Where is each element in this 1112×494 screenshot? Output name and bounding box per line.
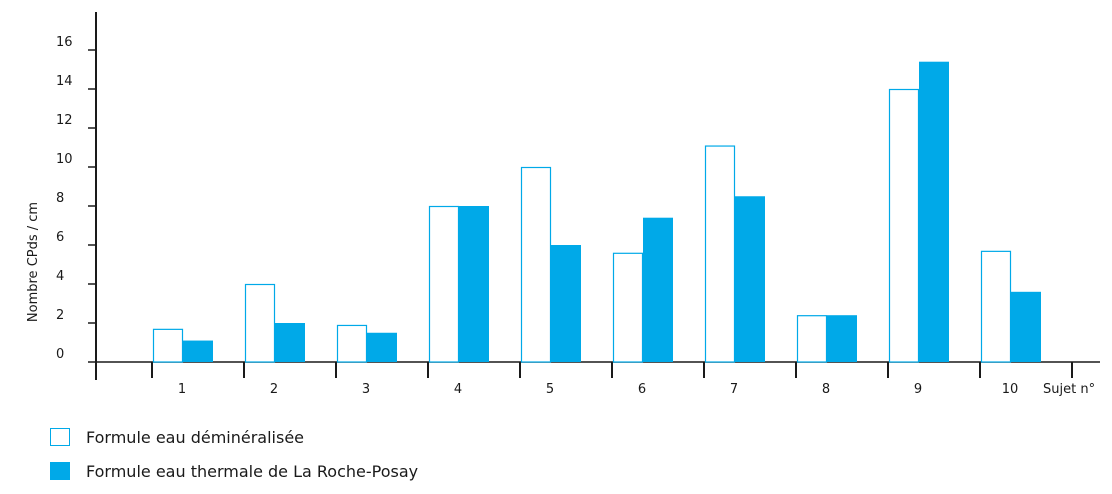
x-tick-label: 7 (730, 382, 738, 397)
x-tick-label: 9 (914, 382, 922, 397)
y-tick-label: 6 (56, 230, 64, 245)
bar-thermal (643, 217, 673, 362)
bar-thermal (827, 315, 857, 362)
bar-thermal (367, 332, 397, 362)
legend-label: Formule eau thermale de La Roche-Posay (86, 461, 419, 481)
bar-thermal (551, 245, 581, 362)
x-tick-label: 2 (270, 382, 278, 397)
x-tick-label: 4 (454, 382, 462, 397)
x-tick-label: 1 (178, 382, 186, 397)
y-tick-label: 16 (56, 35, 73, 50)
bar-thermal (183, 340, 213, 362)
bar-demineralized (612, 252, 644, 363)
bar-demineralized (796, 315, 828, 363)
x-tick-label: 3 (362, 382, 370, 397)
legend: Formule eau déminéralisée Formule eau th… (50, 426, 418, 494)
legend-item-thermal: Formule eau thermale de La Roche-Posay (50, 460, 418, 482)
bar-demineralized (980, 250, 1012, 363)
legend-swatch-filled (50, 462, 70, 480)
x-tick-label: 8 (822, 382, 830, 397)
y-tick-label: 0 (56, 347, 64, 362)
legend-item-demineralized: Formule eau déminéralisée (50, 426, 418, 448)
x-tick-label: 5 (546, 382, 554, 397)
y-tick-label: 8 (56, 191, 64, 206)
bar-thermal (275, 323, 305, 362)
bar-thermal (1011, 291, 1041, 362)
y-axis-title: Nombre CPds / cm (26, 202, 41, 322)
bar-demineralized (336, 324, 368, 363)
bar-demineralized (152, 328, 184, 363)
bar-demineralized (520, 166, 552, 363)
y-tick-label: 2 (56, 308, 64, 323)
legend-label: Formule eau déminéralisée (86, 427, 305, 447)
bar-demineralized (704, 145, 736, 363)
legend-swatch-outline (50, 428, 70, 446)
bar-demineralized (888, 88, 920, 363)
x-axis-title: Sujet n° (1043, 382, 1095, 397)
y-tick-label: 14 (56, 74, 73, 89)
x-tick-label: 6 (638, 382, 646, 397)
y-tick-label: 10 (56, 152, 73, 167)
x-tick-label: 10 (1002, 382, 1019, 397)
bar-demineralized (428, 205, 460, 363)
bar-thermal (735, 196, 765, 362)
chart-bars (152, 61, 1041, 363)
bar-thermal (459, 206, 489, 362)
bar-thermal (919, 61, 949, 362)
bar-demineralized (244, 283, 276, 363)
y-tick-label: 12 (56, 113, 73, 128)
y-tick-label: 4 (56, 269, 64, 284)
